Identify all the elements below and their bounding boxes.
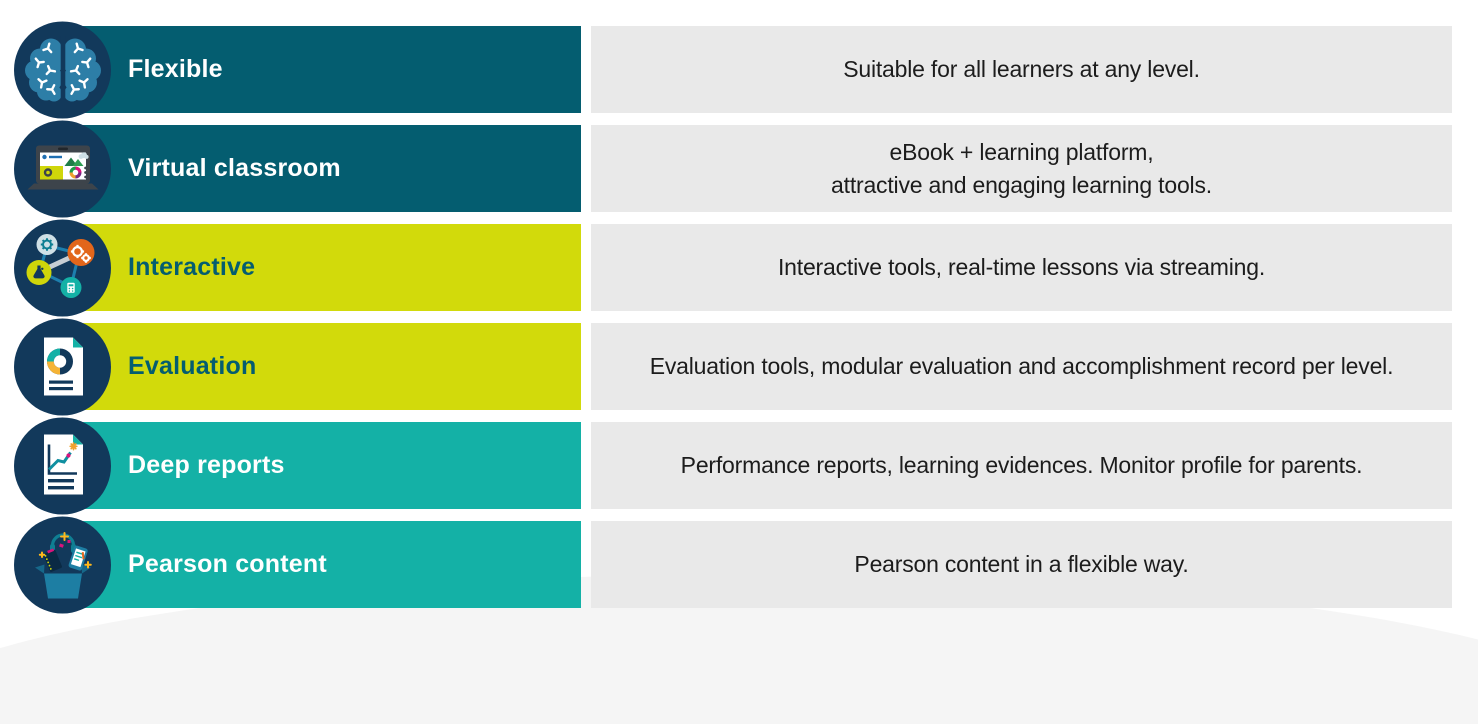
feature-row-interactive: Interactive Interactive tools, real-time… — [0, 219, 1478, 316]
laptop-classroom-icon — [27, 145, 98, 190]
feature-row-pearson-content: Pearson content Pearson content in a fle… — [0, 516, 1478, 613]
open-box-content-icon — [34, 532, 92, 599]
feature-label: Evaluation — [128, 352, 257, 380]
feature-description-box: Performance reports, learning evidences.… — [591, 422, 1452, 509]
feature-label: Pearson content — [128, 550, 327, 578]
feature-label: Deep reports — [128, 451, 285, 479]
icon-circle — [14, 318, 111, 415]
document-line-chart-icon — [43, 434, 83, 495]
feature-table: Flexible Suitable for all learners at an… — [0, 21, 1478, 620]
network-nodes-icon — [26, 234, 94, 298]
icon-circle — [14, 417, 111, 514]
feature-description-box: Pearson content in a flexible way. — [591, 521, 1452, 608]
feature-description: Evaluation tools, modular evaluation and… — [649, 353, 1394, 380]
feature-description: Pearson content in a flexible way. — [854, 551, 1189, 578]
feature-description: eBook + learning platform, attractive an… — [831, 138, 1212, 198]
feature-row-deep-reports: Deep reports Performance reports, learni… — [0, 417, 1478, 514]
icon-circle — [14, 120, 111, 217]
feature-description-box: Evaluation tools, modular evaluation and… — [591, 323, 1452, 410]
document-pie-chart-icon — [43, 337, 83, 396]
feature-label: Interactive — [128, 253, 256, 281]
icon-circle — [14, 516, 111, 613]
feature-row-virtual-classroom: Virtual classroom eBook + learning platf… — [0, 120, 1478, 217]
feature-description-box: Interactive tools, real-time lessons via… — [591, 224, 1452, 311]
feature-label-bar: Interactive — [62, 224, 581, 311]
feature-row-flexible: Flexible Suitable for all learners at an… — [0, 21, 1478, 118]
feature-label-bar: Pearson content — [62, 521, 581, 608]
feature-description-box: Suitable for all learners at any level. — [591, 26, 1452, 113]
feature-description-box: eBook + learning platform, attractive an… — [591, 125, 1452, 212]
feature-label: Virtual classroom — [128, 154, 341, 182]
feature-label-bar: Flexible — [62, 26, 581, 113]
feature-description: Performance reports, learning evidences.… — [680, 452, 1363, 479]
feature-label-bar: Deep reports — [62, 422, 581, 509]
brain-icon — [24, 35, 101, 102]
feature-label: Flexible — [128, 55, 223, 83]
feature-description: Interactive tools, real-time lessons via… — [777, 254, 1266, 281]
feature-label-bar: Evaluation — [62, 323, 581, 410]
feature-row-evaluation: Evaluation Evaluation tools, modular eva… — [0, 318, 1478, 415]
icon-circle — [14, 219, 111, 316]
feature-description: Suitable for all learners at any level. — [843, 56, 1200, 83]
icon-circle — [14, 21, 111, 118]
feature-label-bar: Virtual classroom — [62, 125, 581, 212]
